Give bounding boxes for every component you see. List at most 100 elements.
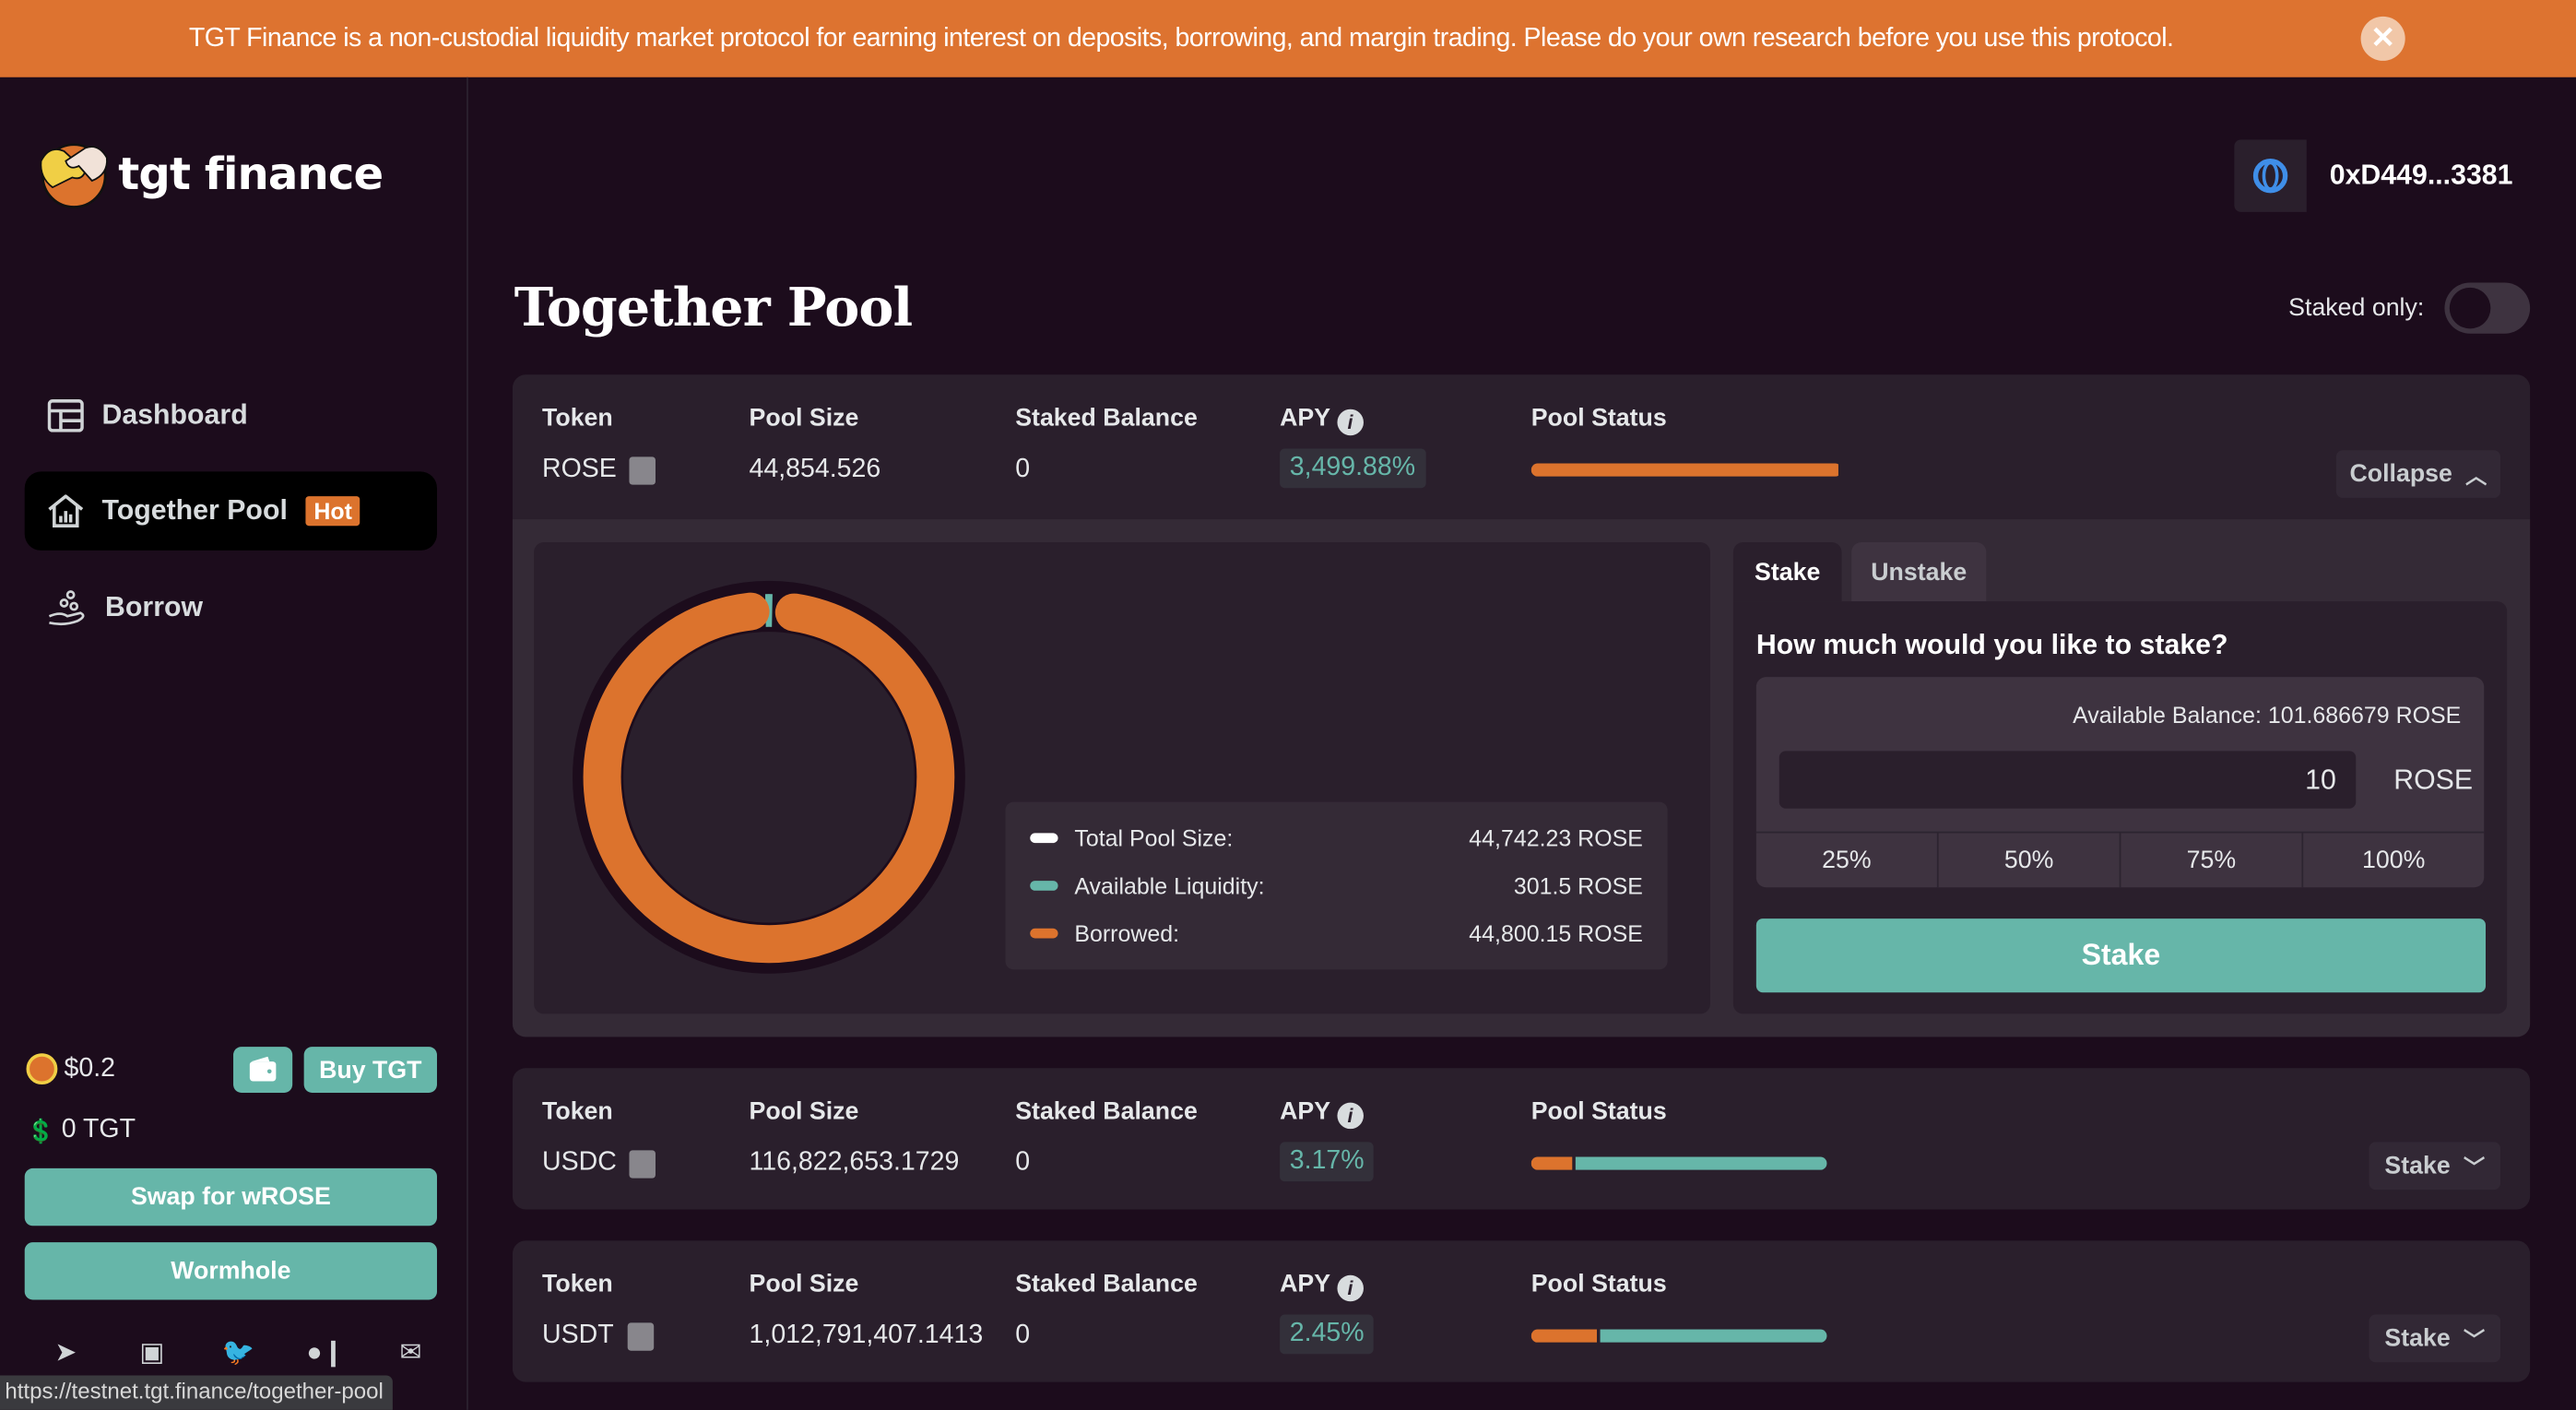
column-label-status: Pool Status	[1531, 404, 1667, 432]
stake-button[interactable]: Stake	[1756, 918, 2486, 992]
telegram-icon[interactable]: ➤	[48, 1336, 84, 1369]
column-label-pool_size: Pool Size	[750, 1270, 859, 1297]
wallet-button[interactable]	[233, 1047, 292, 1093]
expand-stake-button[interactable]: Stake﹀	[2369, 1315, 2500, 1363]
pool-donut-chart	[567, 575, 977, 986]
legend-value: 301.5 ROSE	[1514, 871, 1643, 898]
pool-status-bar	[1531, 463, 1842, 476]
borrowed-fill	[1531, 463, 1838, 476]
staked-balance-value: 0	[1015, 1149, 1030, 1179]
collapse-button[interactable]: Collapse︿	[2336, 450, 2500, 498]
legend-label: Total Pool Size:	[1074, 824, 1469, 851]
stake-question: How much would you like to stake?	[1756, 629, 2228, 662]
column-label-text: Token	[542, 1097, 613, 1125]
column-label-staked: Staked Balance	[1015, 404, 1198, 432]
token-name: USDT	[542, 1321, 653, 1351]
add-to-wallet-icon[interactable]	[627, 1322, 654, 1350]
tab-unstake[interactable]: Unstake	[1851, 542, 1986, 601]
column-label-pool_size: Pool Size	[750, 1097, 859, 1125]
sidebar-item-together-pool[interactable]: Together Pool Hot	[25, 471, 437, 551]
percent-50-button[interactable]: 50%	[1939, 833, 2121, 887]
column-label-token: Token	[542, 1097, 613, 1125]
pool-status-bar	[1531, 1330, 1827, 1343]
column-label-text: Pool Status	[1531, 404, 1667, 432]
amount-unit: ROSE	[2393, 764, 2473, 798]
info-icon[interactable]: i	[1337, 1103, 1364, 1130]
column-label-token: Token	[542, 404, 613, 432]
column-label-text: Token	[542, 404, 613, 432]
legend-swatch	[1030, 833, 1058, 843]
logo[interactable]: tgt finance	[36, 138, 383, 210]
borrowed-fill	[1531, 1330, 1597, 1343]
column-label-text: Staked Balance	[1015, 404, 1198, 432]
legend-label: Available Liquidity:	[1074, 871, 1513, 898]
token-name: USDC	[542, 1149, 656, 1179]
column-label-text: Pool Status	[1531, 1097, 1667, 1125]
pool-house-icon	[48, 494, 84, 527]
info-icon[interactable]: i	[1337, 1275, 1364, 1302]
wormhole-button[interactable]: Wormhole	[25, 1242, 437, 1299]
social-links: ➤ ▣ 🐦 ●❙ ✉	[48, 1336, 429, 1369]
available-balance: Available Balance: 101.686679 ROSE	[2073, 702, 2461, 729]
tab-stake[interactable]: Stake	[1733, 542, 1842, 601]
sidebar-item-label: Borrow	[105, 591, 203, 624]
mail-icon[interactable]: ✉	[393, 1336, 429, 1369]
column-label-text: APY	[1280, 1270, 1330, 1297]
staked-only-toggle[interactable]	[2444, 282, 2530, 333]
column-label-text: APY	[1280, 1097, 1330, 1125]
column-label-apy: APY i	[1280, 404, 1364, 435]
oasis-network-icon	[2251, 156, 2290, 196]
sidebar-item-borrow[interactable]: Borrow	[25, 569, 437, 648]
network-button[interactable]	[2234, 139, 2306, 211]
column-label-text: APY	[1280, 404, 1330, 432]
swap-wrose-button[interactable]: Swap for wROSE	[25, 1168, 437, 1226]
legend-value: 44,742.23 ROSE	[1469, 824, 1643, 851]
percent-75-button[interactable]: 75%	[2121, 833, 2303, 887]
column-label-pool_size: Pool Size	[750, 404, 859, 432]
sidebar-item-dashboard[interactable]: Dashboard	[25, 376, 437, 456]
legend-item: Total Pool Size:44,742.23 ROSE	[1030, 813, 1643, 861]
legend-item: Borrowed:44,800.15 ROSE	[1030, 908, 1643, 956]
pool-size-value: 116,822,653.1729	[750, 1149, 960, 1179]
staked-only-label: Staked only:	[2288, 294, 2424, 322]
column-label-status: Pool Status	[1531, 1097, 1667, 1125]
twitter-icon[interactable]: 🐦	[220, 1336, 256, 1369]
wallet-address[interactable]: 0xD449...3381	[2330, 160, 2513, 193]
legend-item: Available Liquidity:301.5 ROSE	[1030, 861, 1643, 909]
percent-25-button[interactable]: 25%	[1756, 833, 1939, 887]
stake-amount-input[interactable]: 10	[1779, 751, 2356, 808]
close-icon[interactable]: ✕	[2361, 17, 2405, 61]
coins-icon: 💲	[27, 1117, 55, 1144]
add-to-wallet-icon[interactable]	[630, 1149, 656, 1177]
staked-balance-value: 0	[1015, 1321, 1030, 1351]
staked-balance-value: 0	[1015, 456, 1030, 485]
pool-size-value: 1,012,791,407.1413	[750, 1321, 984, 1351]
amount-box: Available Balance: 101.686679 ROSE 10 RO…	[1756, 677, 2484, 887]
add-to-wallet-icon[interactable]	[630, 456, 656, 483]
chevron-up-icon: ︿	[2465, 458, 2487, 490]
discord-icon[interactable]: ▣	[134, 1336, 170, 1369]
percent-100-button[interactable]: 100%	[2303, 833, 2484, 887]
button-label: Stake	[2384, 1152, 2450, 1179]
column-label-text: Staked Balance	[1015, 1097, 1198, 1125]
token-name: ROSE	[542, 456, 656, 485]
info-icon[interactable]: i	[1337, 409, 1364, 436]
apy-badge: 2.45%	[1280, 1315, 1374, 1355]
column-label-text: Pool Size	[750, 1270, 859, 1297]
disclaimer-banner: TGT Finance is a non-custodial liquidity…	[0, 0, 2576, 77]
price-value: $0.2	[64, 1054, 114, 1084]
medium-icon[interactable]: ●❙	[306, 1336, 342, 1369]
expand-stake-button[interactable]: Stake﹀	[2369, 1142, 2500, 1190]
token-symbol: USDC	[542, 1149, 617, 1179]
toggle-knob	[2450, 288, 2491, 329]
handshake-logo-icon	[36, 138, 112, 210]
legend-value: 44,800.15 ROSE	[1469, 919, 1643, 946]
wallet-icon	[248, 1057, 278, 1084]
legend-label: Borrowed:	[1074, 919, 1469, 946]
borrowed-fill	[1531, 1156, 1573, 1169]
available-fill	[1576, 1156, 1826, 1169]
buy-tgt-button[interactable]: Buy TGT	[304, 1047, 437, 1093]
